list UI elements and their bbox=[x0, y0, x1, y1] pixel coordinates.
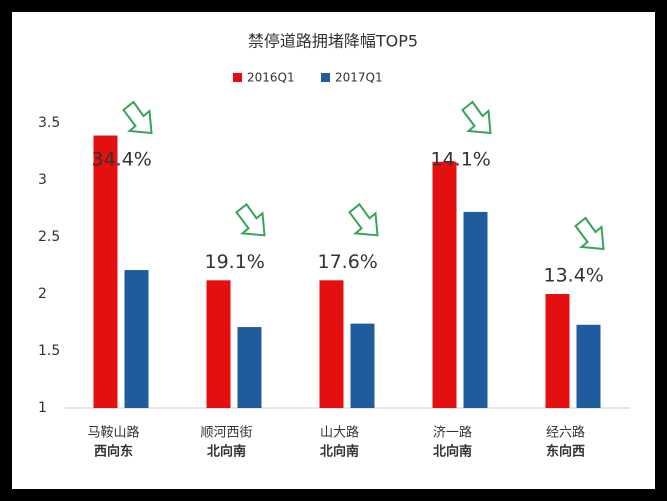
x-tick-label: 经六路 bbox=[546, 425, 585, 441]
bar bbox=[124, 270, 149, 408]
bar bbox=[93, 135, 118, 409]
y-tick-label: 2 bbox=[38, 286, 47, 302]
y-tick-label: 1 bbox=[38, 400, 47, 416]
arrow-icon bbox=[461, 100, 492, 135]
bar bbox=[206, 280, 231, 408]
legend-label: 2017Q1 bbox=[335, 71, 383, 85]
bar bbox=[237, 327, 262, 408]
bar bbox=[545, 294, 570, 408]
chart-title: 禁停道路拥堵降幅TOP5 bbox=[248, 32, 418, 51]
arrow-icon bbox=[574, 216, 605, 251]
bar bbox=[576, 324, 601, 408]
bar bbox=[463, 211, 488, 408]
x-tick-label: 顺河西街 bbox=[200, 426, 252, 441]
x-tick-label: 济一路 bbox=[433, 425, 472, 441]
annotation: 14.1% bbox=[431, 149, 491, 171]
legend-swatch bbox=[321, 73, 330, 82]
bar bbox=[319, 280, 344, 408]
legend-swatch bbox=[233, 73, 242, 82]
x-tick-label: 马鞍山路 bbox=[87, 425, 139, 441]
legend-label: 2016Q1 bbox=[247, 71, 295, 85]
annotation: 19.1% bbox=[205, 251, 265, 273]
arrow-icon bbox=[348, 202, 379, 237]
y-tick-label: 3 bbox=[38, 172, 47, 188]
annotation: 34.4% bbox=[92, 149, 152, 171]
x-tick-sublabel: 北向南 bbox=[320, 444, 359, 460]
annotation: 17.6% bbox=[318, 251, 378, 273]
x-tick-sublabel: 东向西 bbox=[546, 444, 585, 460]
bar bbox=[350, 323, 375, 408]
y-tick-label: 3.5 bbox=[38, 115, 60, 131]
x-tick-sublabel: 北向南 bbox=[433, 444, 472, 460]
bar bbox=[432, 161, 457, 408]
arrow-icon bbox=[235, 202, 266, 237]
x-tick-label: 山大路 bbox=[320, 425, 359, 441]
y-tick-label: 2.5 bbox=[38, 229, 60, 245]
y-tick-label: 1.5 bbox=[38, 343, 60, 359]
annotation: 13.4% bbox=[544, 265, 604, 287]
x-tick-sublabel: 北向南 bbox=[207, 444, 246, 460]
x-tick-sublabel: 西向东 bbox=[94, 444, 133, 460]
arrow-icon bbox=[122, 100, 153, 135]
